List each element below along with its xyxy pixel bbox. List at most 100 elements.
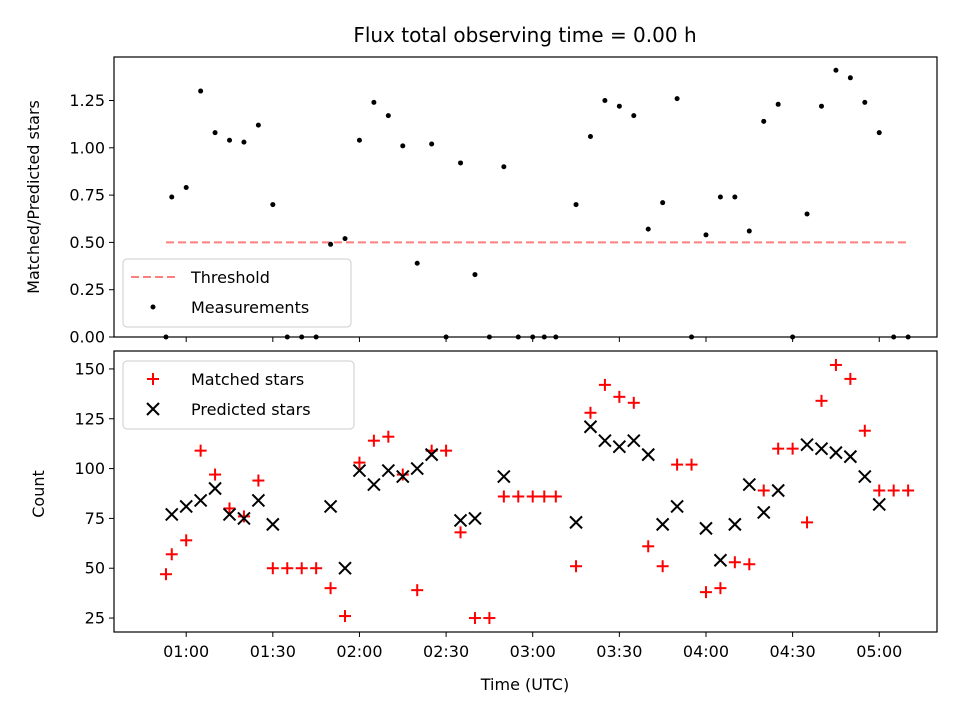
measurements-point <box>414 260 420 266</box>
predicted-stars-point <box>699 521 713 536</box>
matched-stars-point <box>642 540 655 553</box>
top-y-tick-label: 0.00 <box>69 328 105 347</box>
matched-stars-point <box>310 562 323 575</box>
bottom-chart: Count Time (UTC) 25 50 75 100 125 150 01:00 01:… <box>29 350 938 694</box>
predicted-stars-point <box>612 439 627 454</box>
matched-stars-point <box>772 442 785 455</box>
measurements-point <box>227 137 233 143</box>
matched-stars-point <box>887 484 900 497</box>
predicted-stars-point <box>627 433 641 448</box>
matched-stars-point <box>801 516 814 529</box>
measurements-point <box>833 67 839 73</box>
matched-stars-point <box>598 378 611 391</box>
predicted-stars-point <box>829 445 843 460</box>
matched-stars-point <box>671 458 684 471</box>
matched-stars-point <box>584 406 597 419</box>
x-tick-label: 04:30 <box>770 642 816 661</box>
bottom-y-tick-label: 75 <box>85 509 105 528</box>
predicted-stars-point <box>410 461 424 476</box>
top-chart-title: Flux total observing time = 0.00 h <box>353 23 696 47</box>
measurements-point <box>847 75 853 81</box>
predicted-stars-point <box>497 469 511 484</box>
matched-stars-point <box>266 562 279 575</box>
predicted-stars-point <box>858 469 872 484</box>
predicted-stars-point <box>424 447 439 462</box>
matched-stars-point <box>815 394 828 407</box>
matched-stars-point <box>757 484 770 497</box>
threshold-legend-label: Threshold <box>190 268 270 287</box>
matched-stars-point <box>699 586 712 599</box>
matched-stars-point <box>829 358 842 371</box>
measurements-point <box>270 202 276 208</box>
bottom-legend: Matched stars Predicted stars <box>122 360 355 430</box>
measurements-point <box>732 194 738 200</box>
x-tick-label: 01:30 <box>250 642 296 661</box>
matched-stars-point <box>570 560 583 573</box>
predicted-stars-point <box>179 499 193 514</box>
predicted-stars-legend-label: Predicted stars <box>191 400 311 419</box>
matched-stars-point <box>613 390 626 403</box>
predicted-stars-point <box>598 433 612 448</box>
matched-stars-point <box>468 612 481 625</box>
measurements-point <box>717 194 723 200</box>
matched-stars-point <box>382 430 395 443</box>
x-tick-label: 05:00 <box>856 642 902 661</box>
predicted-stars-point <box>237 511 251 526</box>
measurements-point <box>371 99 377 105</box>
matched-stars-point <box>873 484 886 497</box>
top-y-tick-label: 1.00 <box>69 138 105 157</box>
predicted-stars-point <box>742 477 757 492</box>
bottom-y-tick-label: 100 <box>74 459 105 478</box>
matched-stars-point <box>786 442 799 455</box>
matched-stars-point <box>396 468 409 481</box>
measurements-point <box>573 202 579 208</box>
predicted-stars-point <box>583 420 598 434</box>
matched-stars-point <box>367 434 380 447</box>
measurements-point <box>616 103 622 109</box>
measurements-point <box>429 141 435 147</box>
x-tick-label: 01:00 <box>163 642 209 661</box>
top-y-tick-label: 0.75 <box>69 186 105 205</box>
matched-stars-point <box>339 610 352 623</box>
measurements-point <box>674 96 680 102</box>
measurements-point <box>775 101 781 107</box>
measurements-point <box>212 130 218 136</box>
measurements-legend-swatch <box>150 304 156 310</box>
predicted-stars-point <box>757 505 771 520</box>
predicted-stars-point <box>641 447 655 462</box>
predicted-stars-point <box>208 481 222 496</box>
matched-stars-point <box>237 510 250 523</box>
predicted-stars-point <box>843 449 858 464</box>
top-y-tick-label: 0.25 <box>69 280 105 299</box>
matched-stars-point <box>549 490 562 503</box>
predicted-stars-point <box>251 493 266 508</box>
bottom-y-tick-label: 25 <box>85 609 105 628</box>
bottom-legend-box <box>122 360 355 430</box>
predicted-stars-legend-swatch <box>146 402 160 416</box>
matched-stars-point <box>844 372 857 385</box>
measurements-point <box>241 139 247 145</box>
measurements-point <box>169 194 175 200</box>
predicted-stars-point <box>800 437 814 452</box>
matched-stars-point <box>353 456 366 469</box>
top-plot-area: 0.00 0.25 0.50 0.75 1.00 1.25 <box>69 67 911 347</box>
bottom-y-axis-label: Count <box>29 470 48 518</box>
predicted-stars-point <box>193 493 208 508</box>
matched-stars-point <box>180 534 193 547</box>
predicted-stars-point <box>323 499 338 514</box>
measurements-point <box>645 226 651 232</box>
predicted-stars-point <box>381 463 396 478</box>
matched-stars-point <box>281 562 294 575</box>
matched-stars-point <box>714 582 727 595</box>
matched-stars-point <box>483 612 496 625</box>
matched-stars-point <box>440 444 453 457</box>
predicted-stars-point <box>338 561 352 575</box>
measurements-point <box>862 99 868 105</box>
measurements-point <box>400 143 406 149</box>
predicted-stars-point <box>713 553 728 567</box>
matched-stars-point <box>858 424 871 437</box>
matched-stars-point <box>194 444 207 457</box>
top-legend: Threshold Measurements <box>122 258 352 328</box>
